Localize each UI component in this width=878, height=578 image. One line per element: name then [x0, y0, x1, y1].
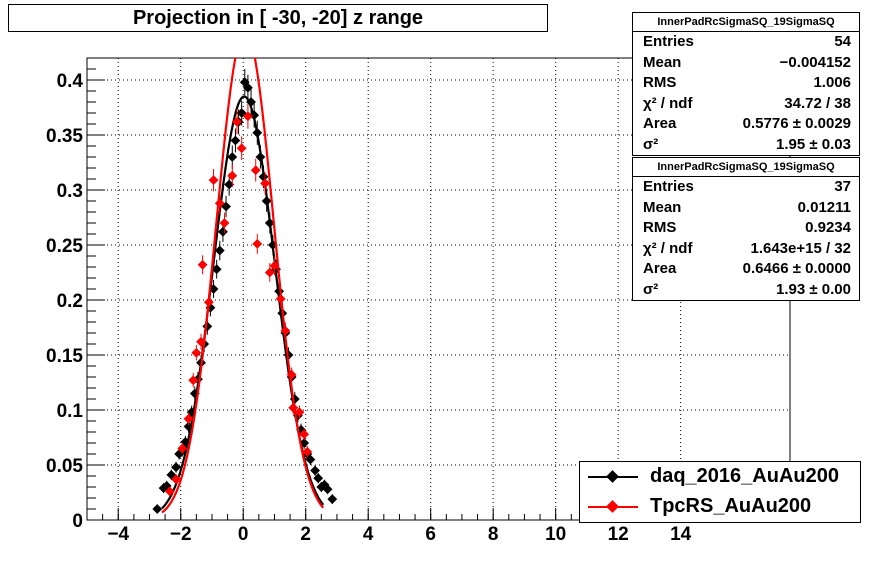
stats-row-entries: Entries 37 [643, 178, 851, 195]
data-point [188, 375, 199, 386]
diamond-marker-icon [606, 470, 619, 483]
stats-row-area: Area 0.6466 ± 0.0000 [643, 260, 851, 277]
y-tick-label: 0.15 [46, 346, 83, 367]
stats-row-mean: Mean −0.004152 [643, 53, 851, 71]
y-tick-label: 0.35 [46, 126, 83, 147]
data-point [208, 175, 219, 186]
y-tick-label: 0.2 [57, 291, 83, 312]
data-point [299, 429, 310, 440]
data-point [327, 494, 338, 505]
data-point [171, 462, 181, 473]
data-point [236, 108, 247, 118]
stats-header: InnerPadRcSigmaSQ_19SigmaSQ [633, 158, 859, 177]
stats-row-mean: Mean 0.01211 [643, 198, 851, 216]
data-point [230, 135, 241, 146]
data-point [183, 413, 194, 424]
x-tick-label: 10 [545, 524, 566, 545]
data-point [197, 259, 208, 270]
x-tick-label: −4 [107, 524, 129, 545]
x-tick-label: 14 [670, 524, 692, 545]
data-point [294, 407, 305, 418]
data-point [302, 446, 313, 457]
data-point [313, 473, 324, 484]
stats-row-entries: Entries 54 [643, 33, 851, 50]
data-point [232, 116, 242, 127]
fit-curve [161, 58, 325, 514]
y-tick-label: 0.05 [46, 456, 83, 477]
chart-title: Projection in [ -30, -20] z range [8, 4, 548, 32]
y-tick-label: 0 [72, 511, 83, 532]
x-tick-label: 12 [608, 524, 629, 545]
data-point [227, 170, 238, 181]
stats-row-chi2: χ² / ndf 34.72 / 38 [643, 94, 851, 112]
data-point [322, 484, 333, 495]
data-point [252, 238, 263, 249]
data-point [177, 443, 188, 454]
data-point [221, 201, 231, 212]
stats-row-area: Area 0.5776 ± 0.0029 [643, 115, 851, 132]
stats-box-2: InnerPadRcSigmaSQ_19SigmaSQ Entries 37 Me… [632, 157, 860, 301]
data-point [191, 347, 202, 358]
data-point [227, 152, 238, 162]
diamond-marker-icon [606, 500, 619, 513]
data-point [310, 465, 320, 476]
y-tick-label: 0.3 [57, 181, 83, 202]
legend-item-tpcrs: TpcRS_AuAu200 [580, 492, 860, 522]
stats-row-rms: RMS 0.9234 [643, 219, 851, 236]
legend-label: daq_2016_AuAu200 [650, 465, 839, 487]
legend: daq_2016_AuAu200 TpcRS_AuAu200 [579, 461, 861, 523]
data-point [218, 226, 228, 237]
y-tick-label: 0.25 [46, 236, 83, 257]
data-point [152, 504, 163, 514]
stats-row-sigma2: σ² 1.93 ± 0.00 [643, 280, 851, 298]
data-point [236, 143, 247, 154]
x-tick-label: 0 [238, 524, 249, 545]
x-tick-label: 4 [363, 524, 374, 545]
data-point [250, 165, 261, 176]
data-point [219, 218, 230, 228]
x-tick-label: 8 [488, 524, 499, 545]
stats-header: InnerPadRcSigmaSQ_19SigmaSQ [633, 13, 859, 32]
data-point [243, 111, 253, 122]
x-tick-label: 6 [425, 524, 436, 545]
legend-label: TpcRS_AuAu200 [650, 495, 812, 517]
stats-row-sigma2: σ² 1.95 ± 0.03 [643, 135, 851, 153]
stats-row-chi2: χ² / ndf 1.643e+15 / 32 [643, 239, 851, 257]
stats-box-1: InnerPadRcSigmaSQ_19SigmaSQ Entries 54 Me… [632, 12, 860, 156]
stats-row-rms: RMS 1.006 [643, 74, 851, 91]
y-tick-label: 0.1 [57, 401, 84, 422]
x-tick-label: 2 [300, 524, 311, 545]
y-tick-label: 0.4 [57, 71, 84, 92]
x-tick-label: −2 [170, 524, 192, 545]
data-point [264, 267, 275, 278]
data-point [260, 178, 271, 189]
data-point [243, 82, 253, 93]
data-point [214, 245, 225, 256]
data-point [305, 454, 316, 465]
legend-item-daq: daq_2016_AuAu200 [580, 462, 860, 492]
data-point [164, 486, 175, 497]
data-point [171, 474, 181, 485]
